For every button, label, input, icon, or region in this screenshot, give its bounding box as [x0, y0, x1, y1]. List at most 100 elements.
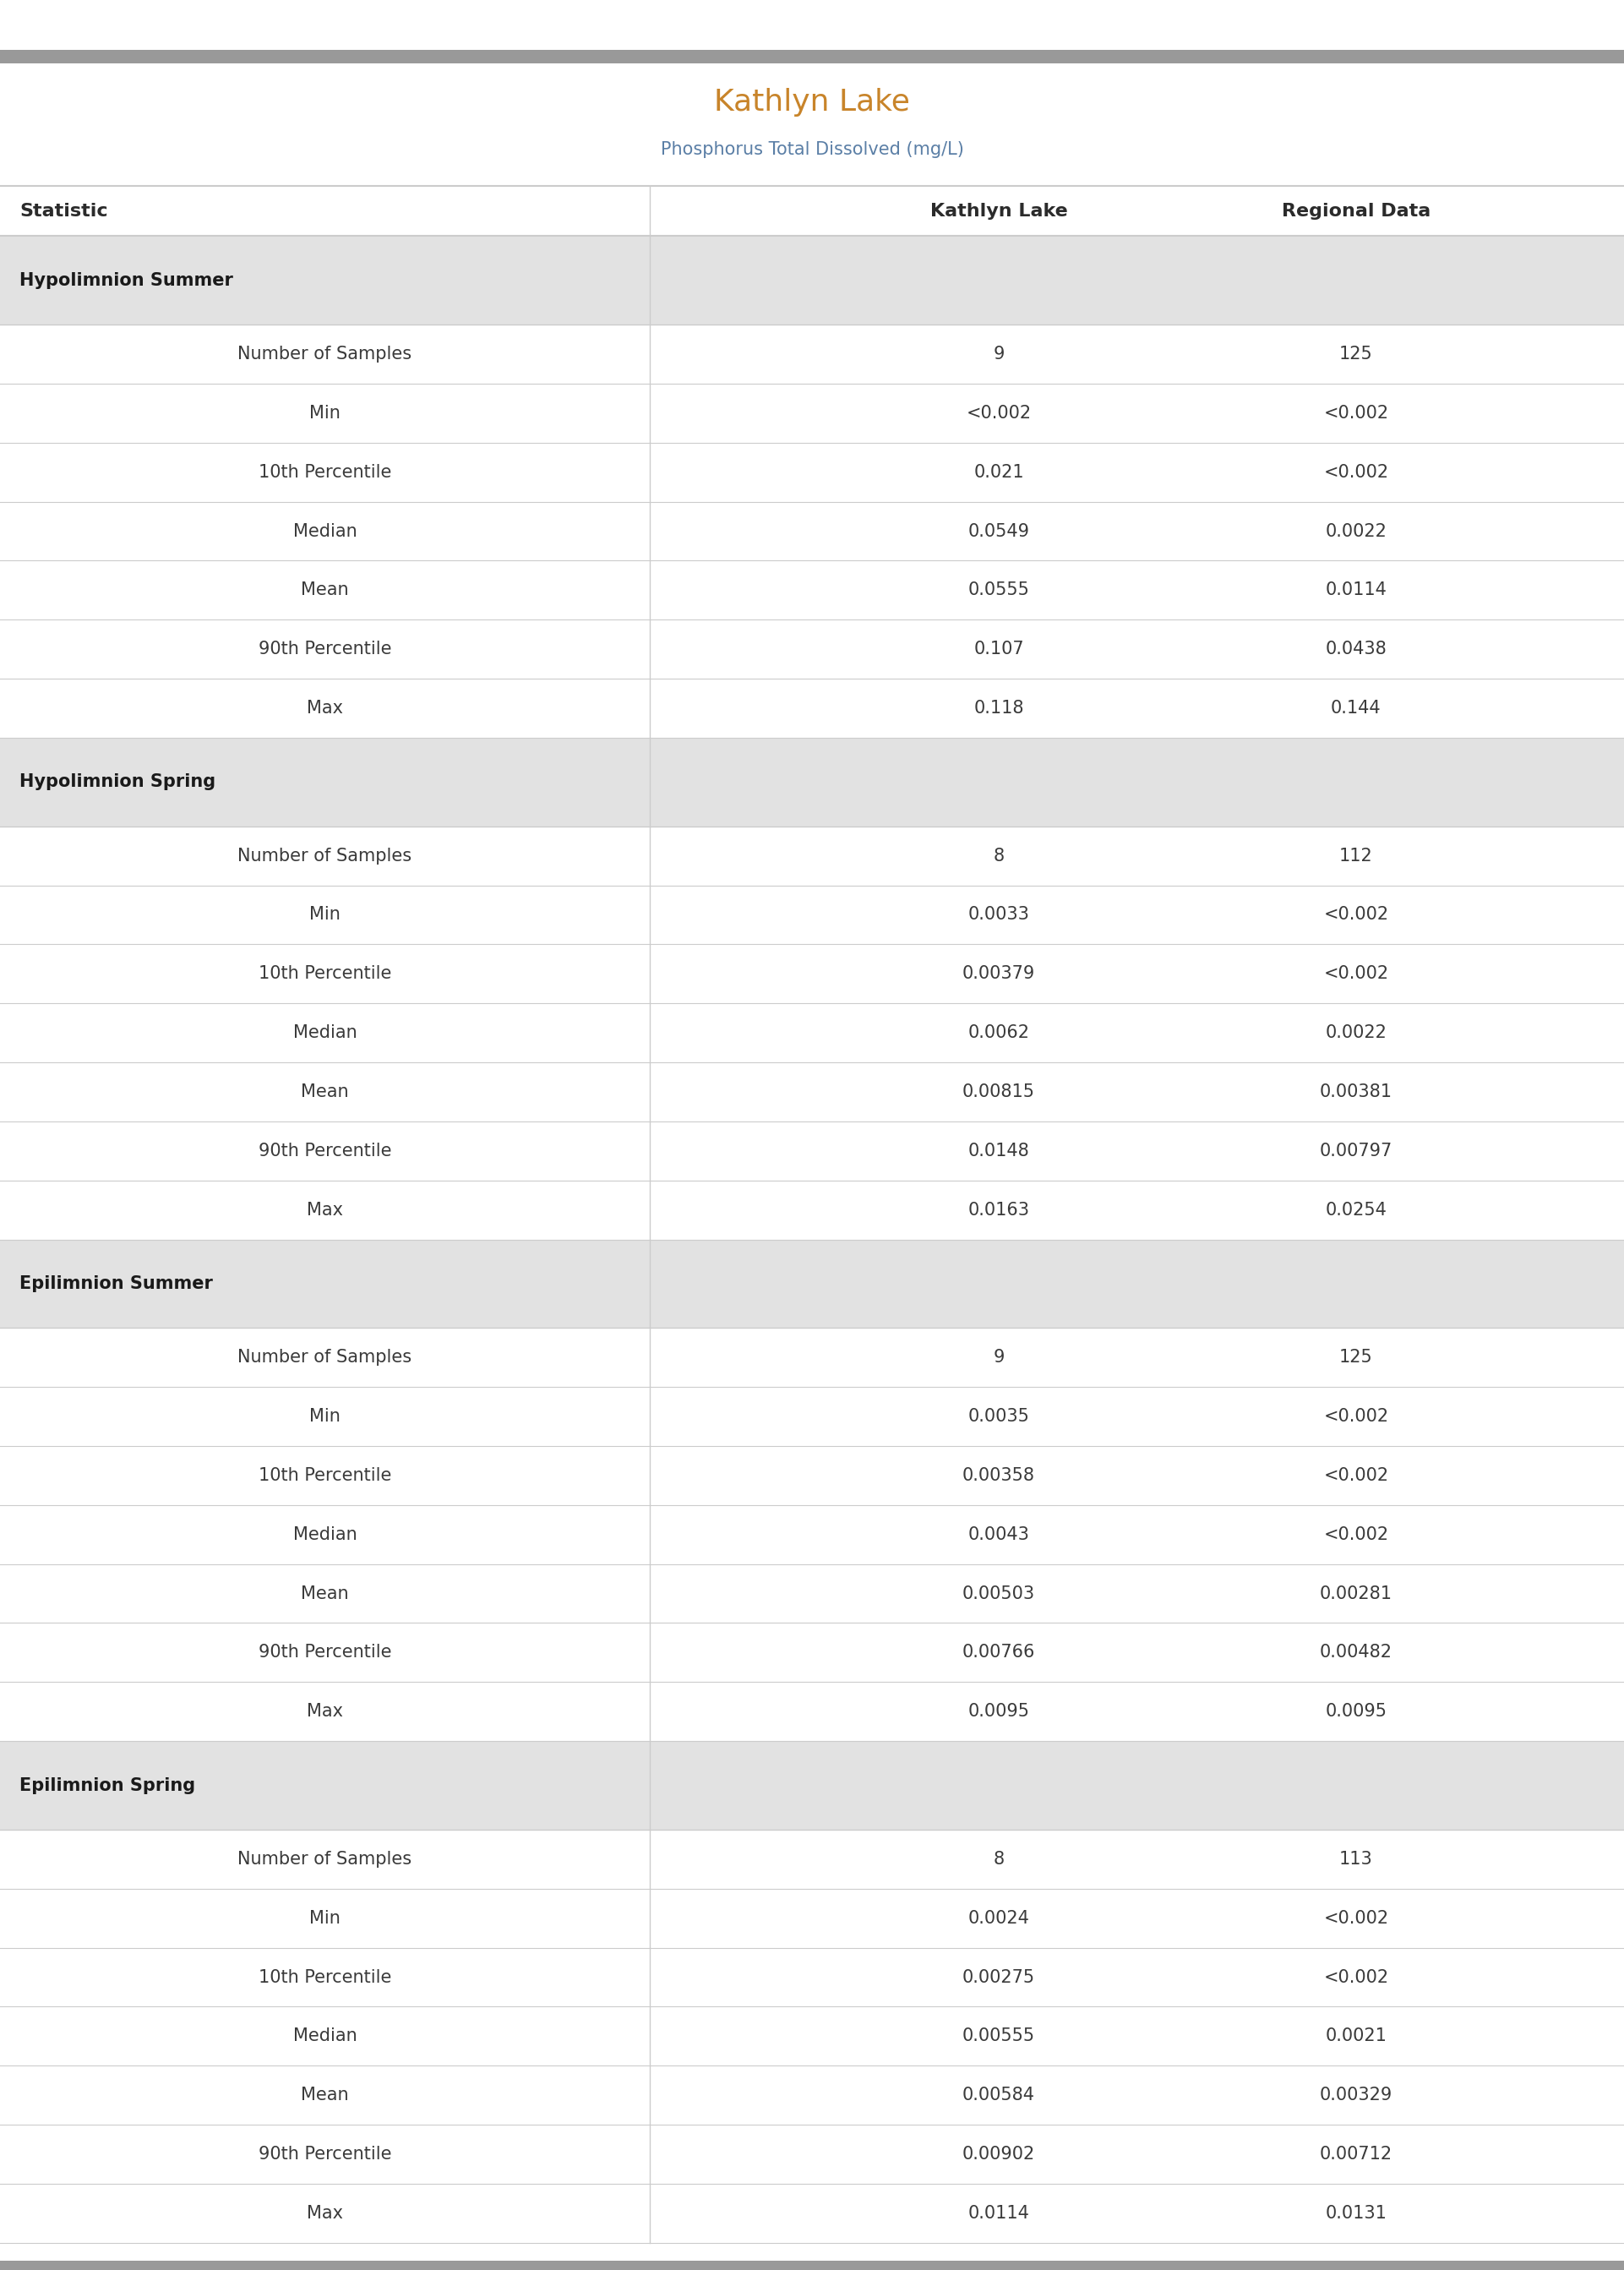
- Text: 0.0095: 0.0095: [968, 1702, 1030, 1721]
- Text: <0.002: <0.002: [1324, 1968, 1389, 1986]
- Bar: [0, 384, 1624, 443]
- Text: 0.0438: 0.0438: [1325, 640, 1387, 658]
- Text: Min: Min: [309, 1407, 341, 1426]
- Bar: [0, 679, 1624, 738]
- Bar: [0, 325, 1624, 384]
- Text: <0.002: <0.002: [1324, 906, 1389, 924]
- Text: Mean: Mean: [300, 2086, 349, 2104]
- Text: 0.0095: 0.0095: [1325, 1702, 1387, 1721]
- Bar: [0, 236, 1624, 325]
- Text: Mean: Mean: [300, 1083, 349, 1101]
- Bar: [0, 2066, 1624, 2125]
- Bar: [0, 1741, 1624, 1830]
- Bar: [0, 1328, 1624, 1387]
- Text: 10th Percentile: 10th Percentile: [258, 1466, 391, 1485]
- Bar: [0, 1682, 1624, 1741]
- Bar: [0, 826, 1624, 885]
- Text: 0.0043: 0.0043: [968, 1525, 1030, 1544]
- Bar: [0, 2184, 1624, 2243]
- Bar: [0, 1564, 1624, 1623]
- Text: Kathlyn Lake: Kathlyn Lake: [715, 89, 909, 116]
- Bar: [0, 2125, 1624, 2184]
- Text: 112: 112: [1340, 847, 1372, 865]
- Text: Kathlyn Lake: Kathlyn Lake: [931, 202, 1067, 220]
- Text: <0.002: <0.002: [1324, 463, 1389, 481]
- Text: Epilimnion Summer: Epilimnion Summer: [19, 1276, 213, 1292]
- Text: 9: 9: [994, 345, 1004, 363]
- Text: 125: 125: [1340, 345, 1372, 363]
- Bar: [0, 1180, 1624, 1239]
- Bar: [0, 1889, 1624, 1948]
- Text: Phosphorus Total Dissolved (mg/L): Phosphorus Total Dissolved (mg/L): [661, 141, 963, 159]
- Text: Number of Samples: Number of Samples: [237, 1348, 412, 1367]
- Text: 8: 8: [994, 1850, 1004, 1868]
- Bar: [0, 2007, 1624, 2066]
- Bar: [0, 1003, 1624, 1062]
- Text: Max: Max: [307, 1702, 343, 1721]
- Text: Number of Samples: Number of Samples: [237, 345, 412, 363]
- Bar: [0, 885, 1624, 944]
- Text: 0.021: 0.021: [973, 463, 1025, 481]
- Text: Min: Min: [309, 906, 341, 924]
- Text: 0.00766: 0.00766: [963, 1643, 1034, 1662]
- Bar: [0, 738, 1624, 826]
- Text: Epilimnion Spring: Epilimnion Spring: [19, 1777, 195, 1793]
- Text: 0.00358: 0.00358: [963, 1466, 1034, 1485]
- Text: 0.00503: 0.00503: [963, 1584, 1034, 1603]
- Bar: [0, 1830, 1624, 1889]
- Text: Hypolimnion Spring: Hypolimnion Spring: [19, 774, 216, 790]
- Bar: [0, 443, 1624, 502]
- Bar: [0, 1062, 1624, 1121]
- Text: <0.002: <0.002: [1324, 1909, 1389, 1927]
- Text: 0.0021: 0.0021: [1325, 2027, 1387, 2045]
- Text: 0.0022: 0.0022: [1325, 522, 1387, 540]
- Bar: [0, 1387, 1624, 1446]
- Text: <0.002: <0.002: [966, 404, 1031, 422]
- Bar: [0, 561, 1624, 620]
- Text: Max: Max: [307, 699, 343, 717]
- Text: Number of Samples: Number of Samples: [237, 847, 412, 865]
- Text: 10th Percentile: 10th Percentile: [258, 965, 391, 983]
- Text: 0.0114: 0.0114: [1325, 581, 1387, 599]
- Text: Max: Max: [307, 1201, 343, 1219]
- Text: Hypolimnion Summer: Hypolimnion Summer: [19, 272, 234, 288]
- Text: 0.0035: 0.0035: [968, 1407, 1030, 1426]
- Text: <0.002: <0.002: [1324, 1466, 1389, 1485]
- Text: 0.00797: 0.00797: [1320, 1142, 1392, 1160]
- Text: 0.00902: 0.00902: [963, 2145, 1034, 2163]
- Text: 8: 8: [994, 847, 1004, 865]
- Text: 0.00281: 0.00281: [1320, 1584, 1392, 1603]
- Text: 0.0254: 0.0254: [1325, 1201, 1387, 1219]
- Bar: [0, 2261, 1624, 2270]
- Text: <0.002: <0.002: [1324, 404, 1389, 422]
- Text: 0.0549: 0.0549: [968, 522, 1030, 540]
- Text: 90th Percentile: 90th Percentile: [258, 1643, 391, 1662]
- Text: 0.00712: 0.00712: [1320, 2145, 1392, 2163]
- Text: Min: Min: [309, 1909, 341, 1927]
- Text: 0.00482: 0.00482: [1320, 1643, 1392, 1662]
- Bar: [0, 1623, 1624, 1682]
- Bar: [0, 1446, 1624, 1505]
- Text: 0.00555: 0.00555: [963, 2027, 1034, 2045]
- Text: 0.0163: 0.0163: [968, 1201, 1030, 1219]
- Text: Median: Median: [292, 522, 357, 540]
- Text: 0.0022: 0.0022: [1325, 1024, 1387, 1042]
- Text: 9: 9: [994, 1348, 1004, 1367]
- Text: 125: 125: [1340, 1348, 1372, 1367]
- Bar: [0, 1505, 1624, 1564]
- Text: 90th Percentile: 90th Percentile: [258, 2145, 391, 2163]
- Text: 0.0114: 0.0114: [968, 2204, 1030, 2222]
- Bar: [0, 50, 1624, 64]
- Text: 0.00381: 0.00381: [1320, 1083, 1392, 1101]
- Text: Median: Median: [292, 2027, 357, 2045]
- Text: Max: Max: [307, 2204, 343, 2222]
- Bar: [0, 502, 1624, 561]
- Text: 0.107: 0.107: [973, 640, 1025, 658]
- Text: 0.0062: 0.0062: [968, 1024, 1030, 1042]
- Text: Mean: Mean: [300, 1584, 349, 1603]
- Text: Number of Samples: Number of Samples: [237, 1850, 412, 1868]
- Text: 10th Percentile: 10th Percentile: [258, 463, 391, 481]
- Bar: [0, 620, 1624, 679]
- Bar: [0, 1239, 1624, 1328]
- Text: 0.0033: 0.0033: [968, 906, 1030, 924]
